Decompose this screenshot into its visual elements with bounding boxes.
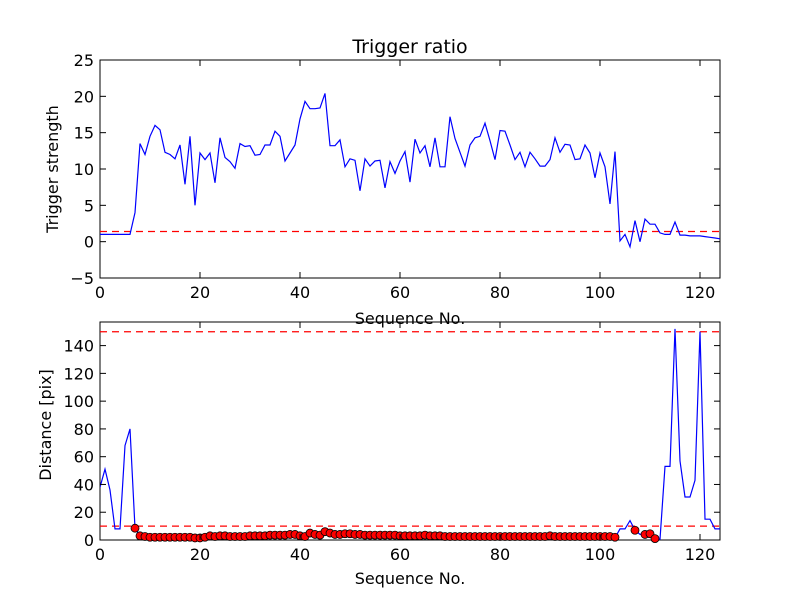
y-tick-label: 0 bbox=[84, 531, 94, 550]
distance-panel: 0 20 40 60 80 100 120 0 20 40 60 80 100 120 140 Sequen… bbox=[36, 321, 721, 588]
y-tick-label: 20 bbox=[74, 503, 94, 522]
y-tick-label: 60 bbox=[74, 448, 94, 467]
x-tick-label: 100 bbox=[585, 283, 616, 302]
x-tick-label: 0 bbox=[95, 283, 105, 302]
distance-data-layer bbox=[100, 328, 720, 544]
y-axis-label: Trigger strength bbox=[43, 105, 62, 234]
y-tick-label: 80 bbox=[74, 420, 94, 439]
y-tick-label: 40 bbox=[74, 475, 94, 494]
x-tick-label: 40 bbox=[290, 545, 310, 564]
x-tick-label: 100 bbox=[585, 545, 616, 564]
series-line bbox=[100, 93, 720, 249]
y-tick-label: 120 bbox=[63, 364, 94, 383]
y-tick-label: −5 bbox=[70, 269, 94, 288]
x-tick-label: 80 bbox=[490, 283, 510, 302]
x-tick-label: 120 bbox=[685, 545, 716, 564]
x-tick-label: 60 bbox=[390, 545, 410, 564]
x-tick-label: 20 bbox=[190, 283, 210, 302]
trigger-ratio-panel: Trigger ratio 0 20 40 60 80 100 120−5051015202… bbox=[43, 36, 721, 328]
data-point-marker bbox=[650, 534, 660, 544]
chart-title: Trigger ratio bbox=[351, 36, 467, 58]
y-tick-label: 25 bbox=[74, 51, 94, 70]
y-tick-label: 5 bbox=[84, 196, 94, 215]
x-tick-label: 80 bbox=[490, 545, 510, 564]
trigger-data-layer bbox=[100, 93, 720, 249]
series-line bbox=[100, 328, 720, 540]
x-tick-label: 120 bbox=[685, 283, 716, 302]
x-tick-label: 0 bbox=[95, 545, 105, 564]
y-tick-label: 15 bbox=[74, 124, 94, 143]
x-tick-label: 60 bbox=[390, 283, 410, 302]
y-tick-label: 0 bbox=[84, 233, 94, 252]
distance-axes-ticks: 0 20 40 60 80 100 120 0 20 40 60 80 100 120 140 bbox=[63, 322, 720, 564]
data-point-marker bbox=[630, 525, 640, 535]
x-axis-label: Sequence No. bbox=[355, 309, 466, 328]
data-point-marker bbox=[130, 523, 140, 533]
x-axis-label: Sequence No. bbox=[355, 569, 466, 588]
plot-area-frame bbox=[99, 59, 721, 279]
data-point-marker bbox=[610, 532, 620, 542]
y-tick-label: 20 bbox=[74, 87, 94, 106]
plot-area-frame bbox=[99, 321, 721, 541]
x-tick-label: 20 bbox=[190, 545, 210, 564]
x-tick-label: 40 bbox=[290, 283, 310, 302]
y-tick-label: 140 bbox=[63, 337, 94, 356]
y-tick-label: 100 bbox=[63, 392, 94, 411]
y-axis-label: Distance [pix] bbox=[36, 369, 55, 481]
y-tick-label: 10 bbox=[74, 160, 94, 179]
